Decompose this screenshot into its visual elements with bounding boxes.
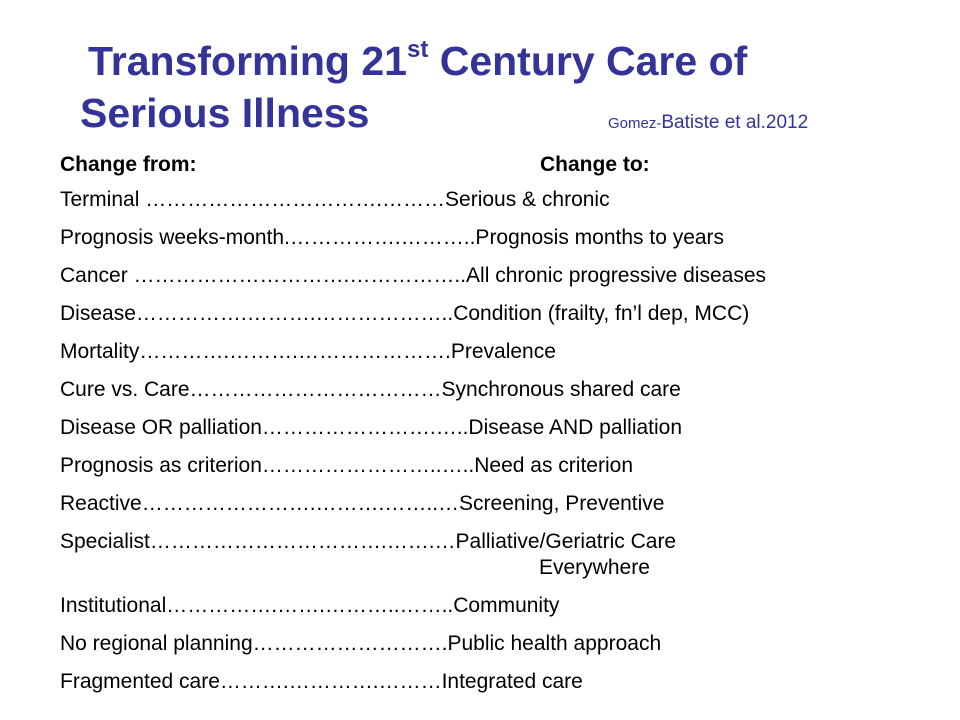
list-item: Terminal …………………………….………Serious & chroni… (60, 188, 950, 226)
row-text: Fragmented care……….………….………Integrated ca… (60, 670, 583, 693)
row-text: Disease OR palliation…………………….…..Disease… (60, 416, 683, 439)
title-line-1-end: Century Care of (428, 38, 748, 84)
change-from-header: Change from: (60, 153, 197, 176)
row-text: Institutional…………….…….………..……..Community (60, 594, 560, 617)
row-continuation: Everywhere (539, 556, 650, 579)
row-text: Disease…………….……….………………..Condition (frai… (60, 302, 750, 325)
row-text: Prognosis weeks-month.…………….………..Prognos… (60, 226, 725, 249)
row-text: No regional planning……………………….Public hea… (60, 632, 662, 655)
list-item: No regional planning……………………….Public hea… (60, 632, 950, 670)
citation-author-first: Gomez- (608, 115, 662, 132)
list-item: Disease…………….……….………………..Condition (frai… (60, 302, 950, 340)
title-line-1-start: Transforming 21 (88, 38, 407, 84)
row-text: Cancer ………………………….……………..All chronic pro… (60, 264, 767, 287)
list-item: Institutional…………….…….………..……..Community (60, 594, 950, 632)
list-item: Prognosis as criterion……………………..…..Need … (60, 454, 950, 492)
list-item: Cure vs. Care………………………………Synchronous sha… (60, 378, 950, 416)
list-item: Disease OR palliation…………………….…..Disease… (60, 416, 950, 454)
title-line-1: Transforming 21st Century Care of (88, 36, 748, 85)
row-text: Reactive…………………….……….……..…Screening, Pre… (60, 492, 665, 515)
column-headers: Change from: Change to: (60, 153, 940, 183)
citation: Gomez-Batiste et al.2012 (608, 112, 808, 134)
list-item: Mortality………….……….………………….Prevalence (60, 340, 950, 378)
change-to-header: Change to: (540, 153, 650, 176)
list-item: Reactive…………………….……….……..…Screening, Pre… (60, 492, 950, 530)
slide-title: Transforming 21st Century Care of Seriou… (0, 0, 960, 145)
title-superscript: st (406, 36, 429, 63)
change-list: Terminal …………………………….………Serious & chroni… (60, 188, 950, 708)
title-line-2: Serious Illness (80, 90, 370, 136)
row-text: Mortality………….……….………………….Prevalence (60, 340, 556, 363)
row-text: Prognosis as criterion……………………..…..Need … (60, 454, 633, 477)
list-item: Prognosis weeks-month.…………….………..Prognos… (60, 226, 950, 264)
list-item: Fragmented care……….………….………Integrated ca… (60, 670, 950, 708)
list-item: Specialist…………………………….…….…Palliative/Ger… (60, 530, 950, 594)
row-text: Terminal …………………………….………Serious & chroni… (60, 188, 610, 211)
row-text: Cure vs. Care………………………………Synchronous sha… (60, 378, 681, 401)
row-text: Specialist…………………………….…….…Palliative/Ger… (60, 530, 677, 553)
list-item: Cancer ………………………….……………..All chronic pro… (60, 264, 950, 302)
citation-author-rest: Batiste et al.2012 (661, 112, 809, 133)
